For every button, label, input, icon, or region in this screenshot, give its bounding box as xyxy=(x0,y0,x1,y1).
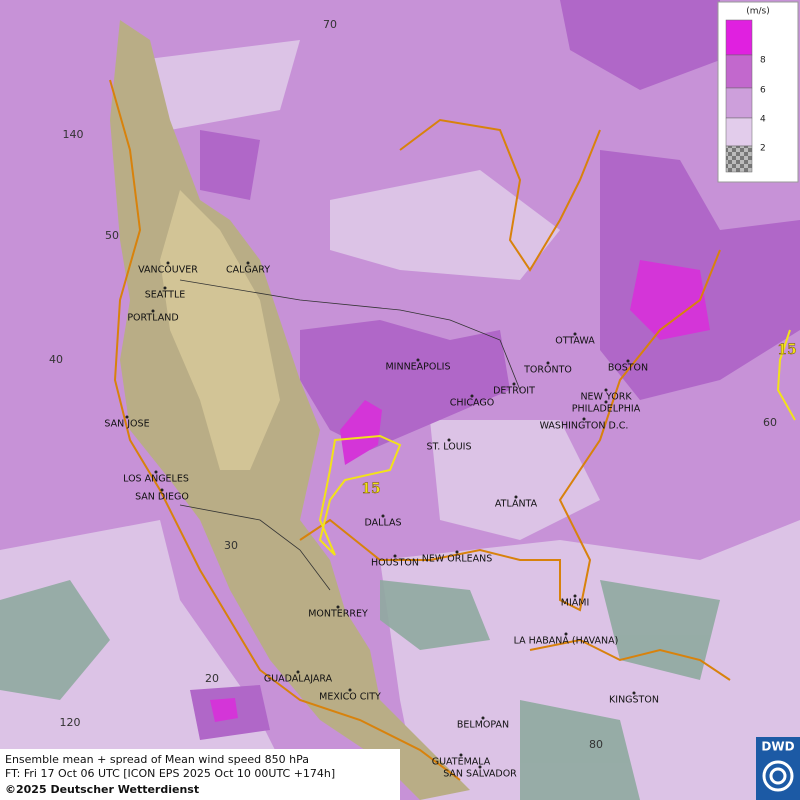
city-label: SAN SALVADOR xyxy=(443,769,517,780)
legend-swatch xyxy=(725,54,753,89)
city-dot xyxy=(626,359,630,363)
city-dot xyxy=(154,470,158,474)
city-dot xyxy=(455,550,459,554)
caption-line: FT: Fri 17 Oct 06 UTC [ICON EPS 2025 Oct… xyxy=(5,767,335,780)
city-label: LOS ANGELES xyxy=(123,474,189,485)
legend-swatch xyxy=(725,117,753,147)
city-label: HOUSTON xyxy=(371,558,419,569)
city-dot xyxy=(604,400,608,404)
city-label: NEW YORK xyxy=(580,392,632,403)
logo-text: DWD xyxy=(761,740,794,754)
city-label: MEXICO CITY xyxy=(319,692,381,703)
caption-box xyxy=(0,749,400,800)
city-label: SAN DIEGO xyxy=(135,492,189,503)
city-label: DETROIT xyxy=(493,386,535,397)
legend-tick: 4 xyxy=(760,115,766,125)
city-label: ATLANTA xyxy=(495,499,538,510)
city-label: CHICAGO xyxy=(450,398,494,409)
city-label: NEW ORLEANS xyxy=(422,554,493,565)
peak-areas xyxy=(210,260,710,722)
grid-label: 20 xyxy=(205,672,219,685)
caption-line: ©2025 Deutscher Wetterdienst xyxy=(5,783,199,796)
city-dot xyxy=(166,261,170,265)
grid-label: 40 xyxy=(49,353,63,366)
city-label: BELMOPAN xyxy=(457,720,509,731)
grid-label: 70 xyxy=(323,18,337,31)
city-label: BOSTON xyxy=(608,363,648,374)
city-dot xyxy=(381,514,385,518)
city-label: SAN JOSE xyxy=(104,419,149,430)
city-dot xyxy=(512,382,516,386)
city-dot xyxy=(125,415,129,419)
city-label: KINGSTON xyxy=(609,695,659,706)
city-label: MINNEAPOLIS xyxy=(385,362,450,373)
city-label: VANCOUVER xyxy=(138,265,198,276)
city-dot xyxy=(246,261,250,265)
city-label: GUADALAJARA xyxy=(264,674,333,685)
grid-label: 80 xyxy=(589,738,603,751)
grid-label: 140 xyxy=(63,128,84,141)
grid-label: 120 xyxy=(60,716,81,729)
city-label: CALGARY xyxy=(226,265,270,276)
legend-unit: (m/s) xyxy=(746,7,770,17)
city-label: WASHINGTON D.C. xyxy=(540,421,629,432)
terrain-high xyxy=(160,190,280,470)
legend-tick: 2 xyxy=(760,144,766,154)
city-label: SEATTLE xyxy=(145,290,186,301)
city-dot xyxy=(514,495,518,499)
logo-swirl xyxy=(762,760,794,792)
grid-label: 50 xyxy=(105,229,119,242)
city-dot xyxy=(573,594,577,598)
city-dot xyxy=(348,688,352,692)
city-dot xyxy=(573,332,577,336)
borders xyxy=(179,279,521,591)
city-label: GUATEMALA xyxy=(432,757,491,768)
legend-tick: 6 xyxy=(760,86,766,96)
city-dot xyxy=(459,753,463,757)
city-dot xyxy=(336,605,340,609)
city-dot xyxy=(447,438,451,442)
city-label: DALLAS xyxy=(365,518,402,529)
legend-swatch xyxy=(725,145,753,173)
city-dot xyxy=(604,388,608,392)
legend-swatch xyxy=(725,87,753,119)
city-label: MONTERREY xyxy=(308,609,368,620)
city-label: PHILADELPHIA xyxy=(572,404,641,415)
city-dot xyxy=(582,417,586,421)
city-label: LA HABANA (HAVANA) xyxy=(514,636,619,647)
city-dot xyxy=(163,286,167,290)
city-label: MIAMI xyxy=(561,598,590,609)
city-label: ST. LOUIS xyxy=(427,442,472,453)
gray-areas xyxy=(0,580,720,800)
coastlines xyxy=(109,79,731,781)
city-dot xyxy=(470,394,474,398)
city-dot xyxy=(478,765,482,769)
city-dot xyxy=(151,309,155,313)
city-dot xyxy=(632,691,636,695)
city-label: PORTLAND xyxy=(127,313,178,324)
grid-label: 30 xyxy=(224,539,238,552)
contour-15 xyxy=(318,329,796,556)
grid-label: 60 xyxy=(763,416,777,429)
city-dot xyxy=(393,554,397,558)
legend-swatch xyxy=(725,19,753,56)
city-dot xyxy=(160,488,164,492)
city-dot xyxy=(546,361,550,365)
city-label: TORONTO xyxy=(523,365,572,376)
city-dot xyxy=(481,716,485,720)
contour-label: 15 xyxy=(361,481,380,497)
city-dot xyxy=(296,670,300,674)
city-dot xyxy=(564,632,568,636)
caption-line: Ensemble mean + spread of Mean wind spee… xyxy=(5,753,309,766)
contour-label: 15 xyxy=(777,342,796,358)
city-label: OTTAWA xyxy=(555,336,595,347)
city-dot xyxy=(416,358,420,362)
legend-tick: 8 xyxy=(760,56,766,66)
